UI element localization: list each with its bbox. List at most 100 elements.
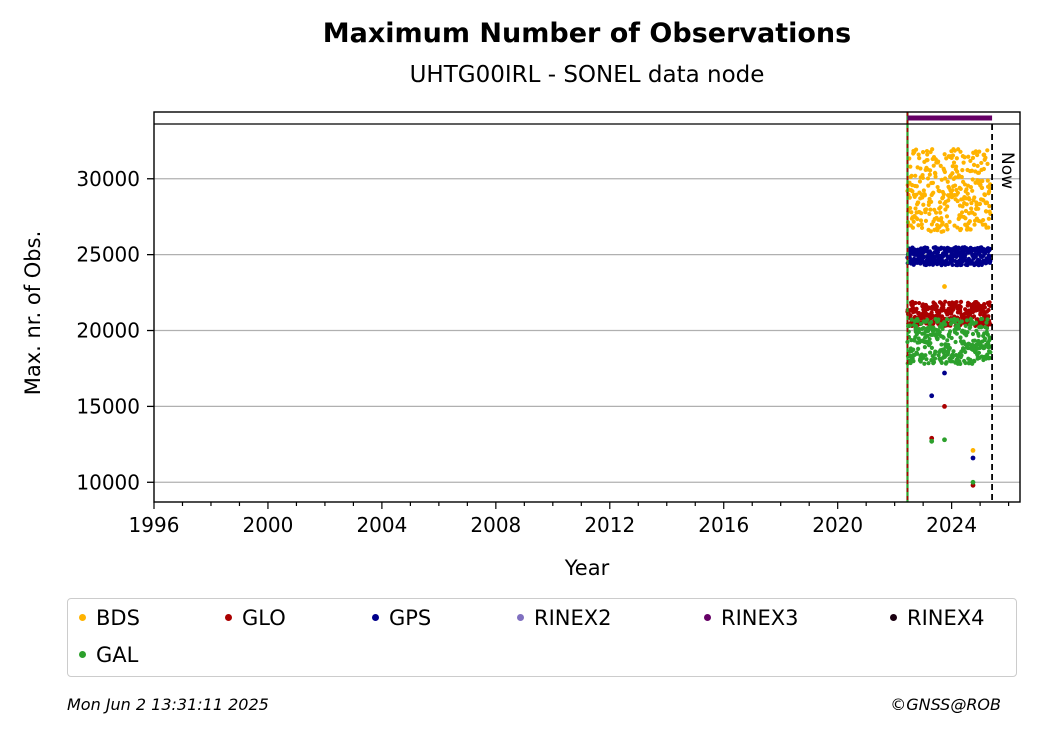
data-point — [976, 206, 981, 211]
data-point — [951, 349, 956, 354]
data-point — [943, 322, 948, 327]
data-point — [959, 319, 964, 324]
data-point — [919, 222, 924, 227]
data-point — [984, 209, 989, 214]
data-point — [922, 193, 927, 198]
data-point — [986, 307, 991, 313]
data-point — [987, 335, 992, 340]
data-point — [968, 227, 973, 232]
data-point — [913, 324, 919, 329]
plot-frame — [153, 111, 1021, 503]
data-point — [969, 200, 974, 206]
data-point — [940, 326, 945, 332]
data-point — [938, 205, 943, 210]
data-point — [935, 336, 940, 341]
data-point — [945, 179, 950, 184]
data-point — [941, 192, 946, 197]
data-point — [964, 202, 969, 207]
data-point — [970, 188, 975, 193]
data-point — [911, 359, 916, 364]
data-point — [942, 169, 948, 175]
data-point — [911, 219, 916, 224]
data-point — [914, 184, 919, 189]
data-point — [982, 301, 987, 307]
data-point — [975, 307, 980, 312]
data-point — [968, 325, 973, 330]
legend: BDS GLO GPS RINEX2 RINEX3 RINEX4 GAL — [67, 598, 1017, 677]
y-tick-label: 20000 — [76, 319, 140, 343]
data-point — [927, 211, 932, 217]
y-tick-label: 10000 — [76, 470, 140, 494]
data-point — [955, 317, 960, 322]
data-point — [940, 220, 945, 225]
data-point — [917, 155, 922, 161]
data-point — [954, 156, 959, 161]
outlier-point — [942, 370, 947, 376]
data-point — [985, 161, 990, 167]
data-point — [916, 311, 922, 316]
data-point — [921, 325, 926, 331]
legend-item-gal: GAL — [79, 643, 138, 667]
data-point — [982, 305, 988, 310]
data-point — [921, 188, 926, 193]
data-point — [986, 314, 991, 319]
data-point — [936, 317, 941, 322]
data-point — [970, 177, 975, 182]
data-point — [964, 318, 970, 323]
legend-item-rinex4: RINEX4 — [890, 606, 985, 630]
footer-credit: ©GNSS@ROB — [890, 695, 1001, 714]
data-point — [958, 226, 964, 232]
legend-marker — [225, 613, 232, 621]
data-point — [918, 166, 923, 171]
data-point — [976, 350, 982, 355]
data-point — [981, 217, 986, 223]
data-point — [945, 227, 950, 232]
data-point — [919, 211, 924, 216]
x-tick-label: 2012 — [584, 513, 635, 537]
data-point — [916, 223, 921, 228]
data-point — [968, 158, 973, 163]
data-point — [963, 323, 968, 329]
y-tick-label: 25000 — [76, 243, 140, 267]
data-point — [943, 299, 948, 304]
data-point — [949, 335, 954, 341]
outlier-point — [929, 438, 935, 444]
data-point — [948, 321, 953, 326]
data-point — [971, 162, 977, 167]
data-point — [958, 149, 963, 154]
outlier-point — [970, 455, 976, 461]
data-point — [973, 320, 978, 325]
data-point — [932, 356, 938, 361]
data-point — [928, 341, 933, 346]
data-point — [926, 361, 931, 366]
data-point — [950, 188, 955, 193]
data-point — [939, 360, 944, 365]
series-gal — [905, 316, 993, 485]
data-point — [917, 179, 923, 184]
data-point — [975, 152, 980, 158]
legend-marker — [517, 613, 524, 621]
legend-marker — [890, 613, 897, 621]
data-point — [981, 166, 987, 172]
data-point — [913, 300, 918, 306]
y-tick-label: 15000 — [76, 394, 140, 418]
data-point — [914, 306, 919, 311]
legend-item-bds: BDS — [79, 606, 140, 630]
data-point — [986, 189, 992, 194]
data-point — [965, 330, 970, 335]
data-point — [915, 318, 920, 323]
data-point — [954, 331, 959, 336]
data-point — [967, 197, 972, 202]
data-point — [985, 148, 990, 153]
data-point — [976, 170, 982, 175]
data-point — [979, 160, 984, 166]
data-point — [945, 338, 950, 343]
x-tick-label: 1996 — [129, 513, 180, 537]
legend-label: GLO — [242, 606, 286, 630]
data-point — [944, 317, 950, 322]
data-point — [927, 262, 932, 267]
legend-label: RINEX4 — [907, 606, 985, 630]
data-point — [913, 147, 919, 152]
data-point — [907, 195, 912, 200]
data-point — [927, 336, 932, 342]
